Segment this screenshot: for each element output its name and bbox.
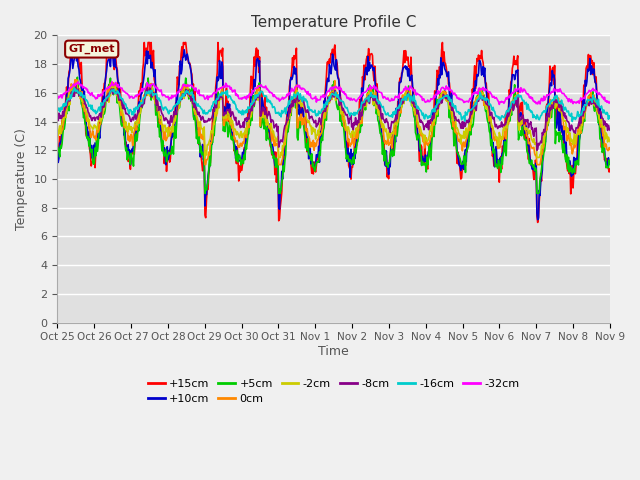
-2cm <box>121 123 129 129</box>
-8cm <box>63 100 71 106</box>
+15cm <box>207 160 214 166</box>
+15cm <box>606 166 614 172</box>
-2cm <box>109 83 117 88</box>
+10cm <box>534 217 541 223</box>
-16cm <box>121 101 129 107</box>
-8cm <box>606 127 614 133</box>
-8cm <box>207 117 214 122</box>
+15cm <box>63 92 71 98</box>
-2cm <box>207 136 214 142</box>
0cm <box>63 102 71 108</box>
+5cm <box>403 90 410 96</box>
+15cm <box>534 219 541 225</box>
Y-axis label: Temperature (C): Temperature (C) <box>15 128 28 230</box>
-16cm <box>63 97 71 103</box>
+5cm <box>74 74 81 80</box>
-16cm <box>70 85 78 91</box>
Line: -16cm: -16cm <box>58 88 610 121</box>
Line: -32cm: -32cm <box>58 82 610 105</box>
Line: +5cm: +5cm <box>58 77 610 193</box>
-16cm <box>177 94 185 100</box>
-32cm <box>495 102 503 108</box>
0cm <box>73 77 81 83</box>
+5cm <box>207 151 215 157</box>
-8cm <box>402 95 410 100</box>
Line: +15cm: +15cm <box>58 43 610 222</box>
+5cm <box>63 95 71 100</box>
+10cm <box>402 63 410 69</box>
0cm <box>403 87 410 93</box>
-8cm <box>72 83 80 88</box>
-32cm <box>418 94 426 99</box>
+15cm <box>177 51 185 57</box>
-2cm <box>606 139 614 144</box>
+10cm <box>63 97 71 103</box>
Line: +10cm: +10cm <box>58 50 610 220</box>
-2cm <box>275 155 283 160</box>
Line: 0cm: 0cm <box>58 80 610 165</box>
+10cm <box>180 47 188 53</box>
-8cm <box>121 106 129 111</box>
Text: GT_met: GT_met <box>68 44 115 54</box>
+5cm <box>54 148 61 154</box>
0cm <box>207 141 215 146</box>
-2cm <box>63 103 71 108</box>
0cm <box>201 162 209 168</box>
-16cm <box>207 108 214 114</box>
+15cm <box>69 40 77 46</box>
-32cm <box>402 84 410 89</box>
-8cm <box>533 147 541 153</box>
-32cm <box>177 87 185 93</box>
+10cm <box>418 162 426 168</box>
-16cm <box>606 115 614 121</box>
Line: -2cm: -2cm <box>58 85 610 157</box>
-32cm <box>108 79 116 84</box>
+10cm <box>606 160 614 166</box>
X-axis label: Time: Time <box>318 345 349 358</box>
-32cm <box>207 93 214 99</box>
0cm <box>606 146 614 152</box>
-16cm <box>568 119 576 124</box>
-2cm <box>403 90 410 96</box>
Legend: +15cm, +10cm, +5cm, 0cm, -2cm, -8cm, -16cm, -32cm: +15cm, +10cm, +5cm, 0cm, -2cm, -8cm, -16… <box>143 374 524 408</box>
-2cm <box>54 132 61 138</box>
+5cm <box>606 161 614 167</box>
Title: Temperature Profile C: Temperature Profile C <box>251 15 417 30</box>
-32cm <box>606 99 614 105</box>
-16cm <box>418 109 426 115</box>
+5cm <box>201 191 209 196</box>
-8cm <box>177 96 185 102</box>
-2cm <box>177 95 185 101</box>
+5cm <box>419 159 426 165</box>
+10cm <box>54 149 61 155</box>
-16cm <box>402 94 410 100</box>
+5cm <box>177 87 185 93</box>
0cm <box>54 137 61 143</box>
-32cm <box>63 88 71 94</box>
+10cm <box>120 132 128 138</box>
+10cm <box>177 58 184 64</box>
0cm <box>121 124 129 130</box>
-8cm <box>418 120 426 125</box>
-32cm <box>54 93 61 98</box>
+15cm <box>418 144 426 150</box>
Line: -8cm: -8cm <box>58 85 610 150</box>
0cm <box>419 134 426 140</box>
+10cm <box>207 151 214 157</box>
-8cm <box>54 118 61 123</box>
+15cm <box>121 141 129 147</box>
+15cm <box>54 150 61 156</box>
-32cm <box>121 89 129 95</box>
-2cm <box>419 131 426 137</box>
+15cm <box>402 48 410 53</box>
+5cm <box>121 141 129 147</box>
-16cm <box>54 107 61 113</box>
0cm <box>177 90 185 96</box>
